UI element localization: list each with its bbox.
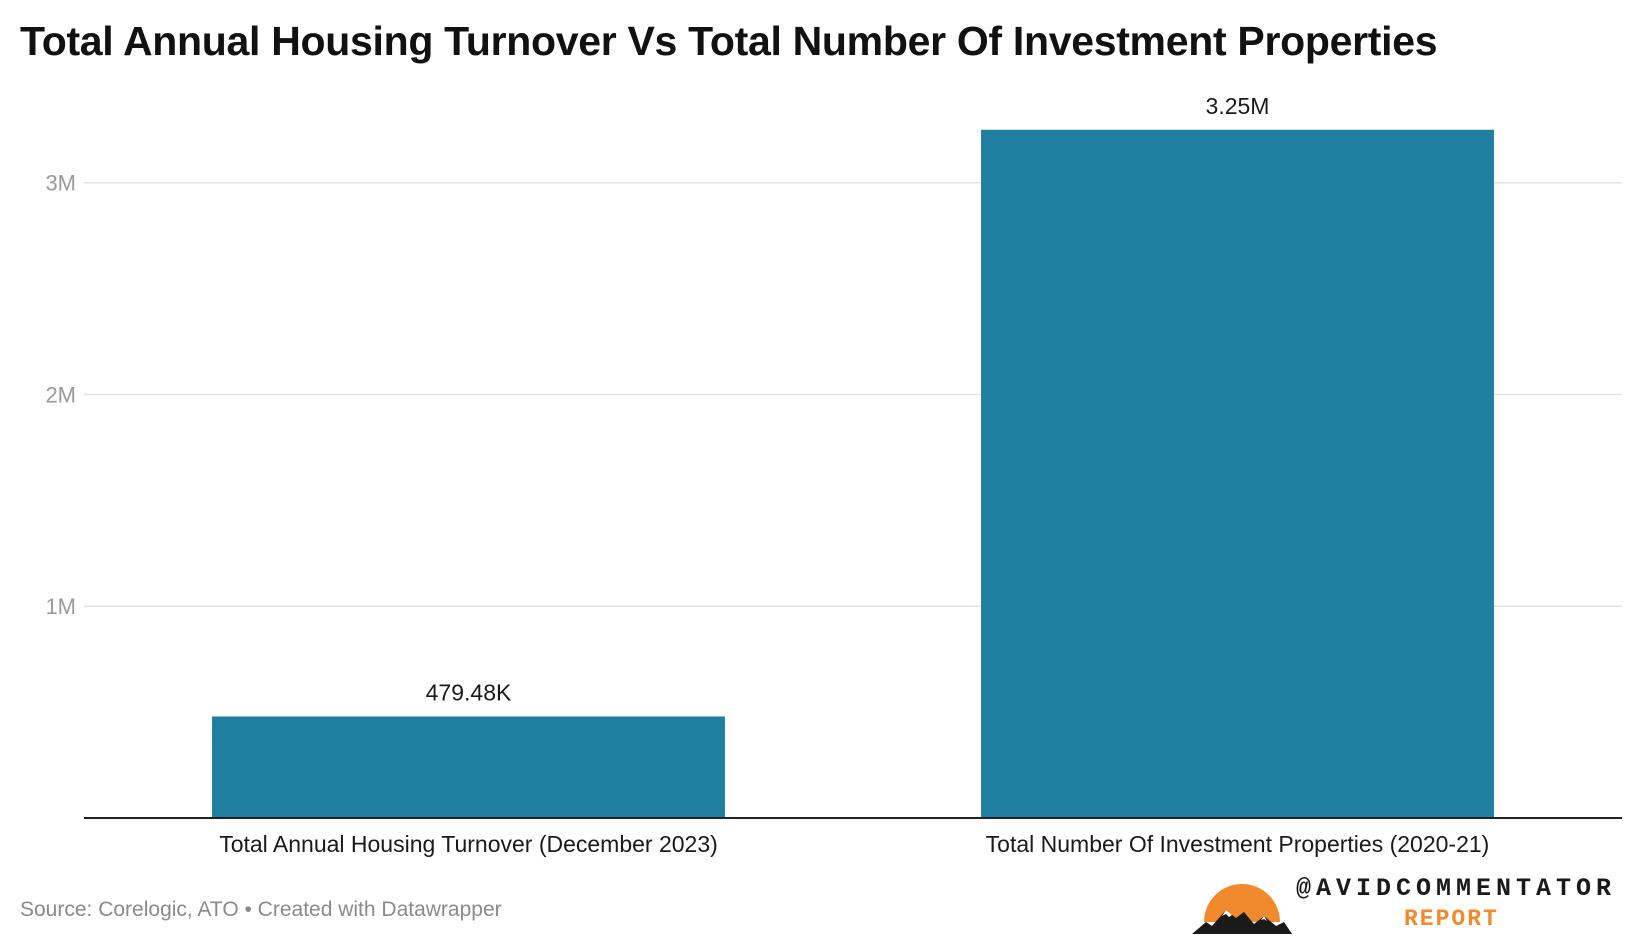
brand-handle: @AVIDCOMMENTATOR (1296, 874, 1617, 903)
bar-value-label: 479.48K (426, 679, 512, 705)
sun-shape (1204, 884, 1280, 922)
bar (981, 129, 1494, 818)
bar-value-label: 3.25M (1206, 93, 1270, 119)
sun-mountains-logo-icon (1192, 884, 1292, 934)
brand-report: REPORT (1404, 906, 1499, 932)
y-tick-label: 2M (45, 382, 76, 407)
chart-title: Total Annual Housing Turnover Vs Total N… (20, 18, 1438, 64)
source-note: Source: Corelogic, ATO • Created with Da… (20, 898, 502, 921)
bar (212, 716, 725, 818)
y-tick-label: 3M (45, 171, 76, 196)
brand-badge: @AVIDCOMMENTATOR REPORT (1192, 872, 1612, 934)
mountain-range (1192, 910, 1292, 934)
y-tick-label: 1M (45, 594, 76, 619)
x-category-label: Total Number Of Investment Properties (2… (986, 831, 1490, 857)
x-category-label: Total Annual Housing Turnover (December … (219, 831, 718, 857)
mountain-snow (1222, 910, 1267, 921)
